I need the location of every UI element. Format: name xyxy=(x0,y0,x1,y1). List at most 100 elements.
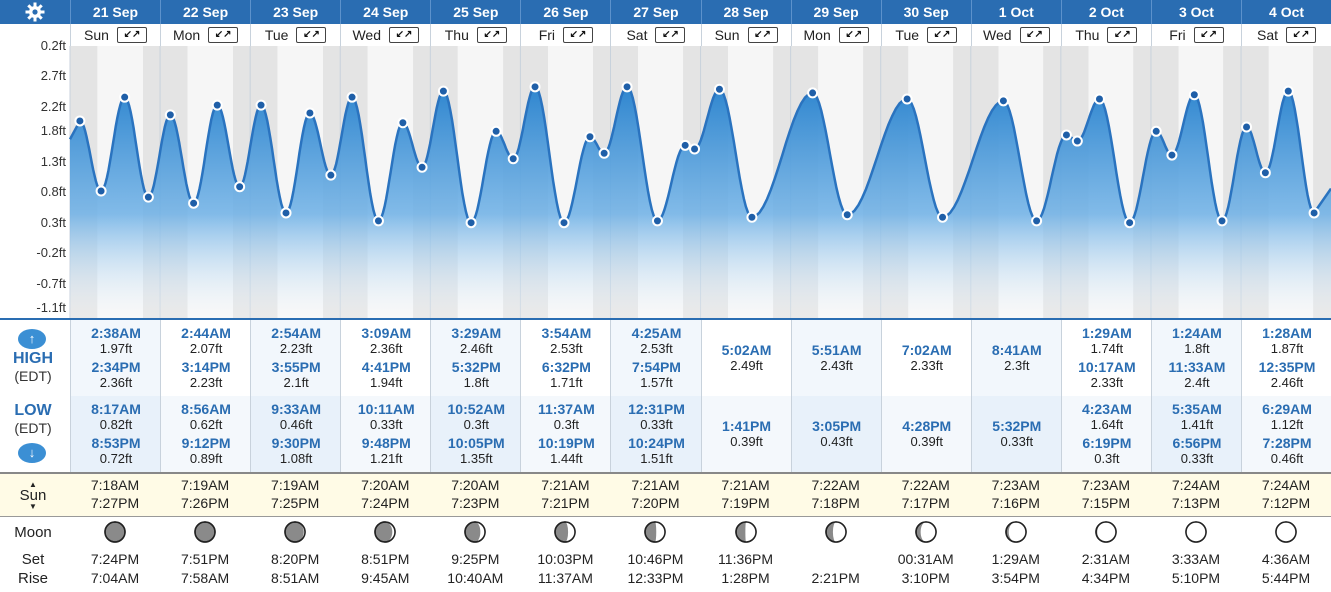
tide-point[interactable] xyxy=(621,81,633,93)
tide-entry: 1:29AM 1.74ft xyxy=(1062,326,1152,357)
tide-point[interactable] xyxy=(937,211,949,223)
tide-point[interactable] xyxy=(598,147,610,159)
tide-point[interactable] xyxy=(529,81,541,93)
expand-icon[interactable]: ↙↗ xyxy=(116,27,147,43)
tide-point[interactable] xyxy=(465,217,477,229)
tide-time: 3:14PM xyxy=(181,359,231,375)
tide-point[interactable] xyxy=(584,131,596,143)
expand-icon[interactable]: ↙↗ xyxy=(389,27,419,43)
tide-point[interactable] xyxy=(74,115,86,127)
sun-day-cell: 7:23AM 7:15PM xyxy=(1061,476,1151,512)
tide-time: 2:38AM xyxy=(91,325,141,341)
tide-point[interactable] xyxy=(437,85,449,97)
tide-point[interactable] xyxy=(397,117,409,129)
expand-icon[interactable]: ↙↗ xyxy=(208,27,239,43)
tide-point[interactable] xyxy=(841,209,853,221)
tide-point[interactable] xyxy=(1282,85,1294,97)
tide-point[interactable] xyxy=(997,95,1009,107)
tide-point[interactable] xyxy=(1216,215,1228,227)
tide-point[interactable] xyxy=(507,153,519,165)
tide-height: 2.3ft xyxy=(1004,358,1030,373)
tide-entry: 11:37AM 0.3ft xyxy=(521,402,611,433)
tide-point[interactable] xyxy=(1071,135,1083,147)
tide-time: 5:32PM xyxy=(451,359,501,375)
tide-time: 6:19PM xyxy=(1082,435,1132,451)
tide-point[interactable] xyxy=(713,83,725,95)
expand-icon[interactable]: ↙↗ xyxy=(1286,27,1317,43)
tide-point[interactable] xyxy=(304,107,316,119)
moonset-label: Set xyxy=(21,551,45,568)
expand-icon[interactable]: ↙↗ xyxy=(296,27,327,43)
tide-point[interactable] xyxy=(372,215,384,227)
tide-point[interactable] xyxy=(1150,125,1162,137)
tide-point[interactable] xyxy=(558,217,570,229)
weekday-cell: Wed ↙↗ xyxy=(340,24,431,46)
expand-icon[interactable]: ↙↗ xyxy=(747,27,778,43)
sunset-time: 7:15PM xyxy=(1081,495,1130,511)
high-timezone: (EDT) xyxy=(14,368,52,384)
tide-point[interactable] xyxy=(164,109,176,121)
tide-point[interactable] xyxy=(119,91,131,103)
tide-point[interactable] xyxy=(679,139,691,151)
expand-icon[interactable]: ↙↗ xyxy=(1193,27,1224,43)
tide-point[interactable] xyxy=(95,185,107,197)
high-band xyxy=(881,320,972,396)
tide-point[interactable] xyxy=(1188,89,1200,101)
tide-point[interactable] xyxy=(142,191,154,203)
expand-icon[interactable]: ↙↗ xyxy=(655,27,686,43)
tide-point[interactable] xyxy=(1259,167,1271,179)
expand-icon[interactable]: ↙↗ xyxy=(927,27,958,43)
scroll-up-button[interactable]: ↑ xyxy=(18,329,46,349)
date-header-cell: 21 Sep xyxy=(70,0,160,24)
tide-point[interactable] xyxy=(807,87,819,99)
expand-icon[interactable]: ↙↗ xyxy=(838,27,869,43)
tide-entry: 6:32PM 1.71ft xyxy=(521,359,611,391)
tide-point[interactable] xyxy=(188,197,200,209)
tide-entry: 4:28PM 0.39ft xyxy=(882,419,972,450)
tide-point[interactable] xyxy=(651,215,663,227)
tide-point[interactable] xyxy=(746,211,758,223)
tide-point[interactable] xyxy=(1308,207,1320,219)
tide-height: 0.39ft xyxy=(910,434,943,449)
tide-point[interactable] xyxy=(1124,217,1136,229)
weekday-label: Wed xyxy=(352,27,381,43)
tide-point[interactable] xyxy=(1031,215,1043,227)
tide-entry: 3:09AM 2.36ft xyxy=(341,326,431,357)
scroll-down-button[interactable]: ↓ xyxy=(18,443,46,463)
tide-point[interactable] xyxy=(211,99,223,111)
tide-point[interactable] xyxy=(901,93,913,105)
expand-icon[interactable]: ↙↗ xyxy=(1107,27,1138,43)
tide-point[interactable] xyxy=(490,125,502,137)
tide-entry: 10:52AM 0.3ft xyxy=(431,402,521,433)
weekday-cell: Wed ↙↗ xyxy=(970,24,1061,46)
tide-point[interactable] xyxy=(689,143,701,155)
tide-point[interactable] xyxy=(416,161,428,173)
moonset-time: 00:31AM xyxy=(897,551,954,567)
moon-phase-icon xyxy=(464,521,487,543)
sun-label: ▲ Sun ▼ xyxy=(0,481,66,511)
expand-icon[interactable]: ↙↗ xyxy=(563,27,594,43)
tide-entry: 10:24PM 1.51ft xyxy=(611,436,701,467)
sun-day-cell: 7:19AM 7:25PM xyxy=(250,476,340,512)
settings-button[interactable] xyxy=(0,0,70,24)
tide-entry: 10:19PM 1.44ft xyxy=(521,436,611,467)
expand-icon[interactable]: ↙↗ xyxy=(476,27,507,43)
tide-point[interactable] xyxy=(280,207,292,219)
expand-icon[interactable]: ↙↗ xyxy=(1019,27,1050,43)
weekday-cell: Fri ↙↗ xyxy=(520,24,611,46)
tide-point[interactable] xyxy=(1166,149,1178,161)
date-header-cell: 26 Sep xyxy=(520,0,610,24)
tide-point[interactable] xyxy=(1093,93,1105,105)
tide-height: 2.33ft xyxy=(910,358,943,373)
tide-point[interactable] xyxy=(234,181,246,193)
tide-point[interactable] xyxy=(346,91,358,103)
tide-point[interactable] xyxy=(1241,121,1253,133)
tide-point[interactable] xyxy=(1060,129,1072,141)
tide-entry: 7:02AM 2.33ft xyxy=(882,343,972,374)
tide-point[interactable] xyxy=(255,99,267,111)
tide-time: 6:32PM xyxy=(541,359,591,375)
tide-point[interactable] xyxy=(325,169,337,181)
tide-height: 0.33ft xyxy=(640,417,673,432)
tide-entry: 3:55PM 2.1ft xyxy=(251,360,341,391)
moonrise-time: 3:10PM xyxy=(901,570,950,586)
